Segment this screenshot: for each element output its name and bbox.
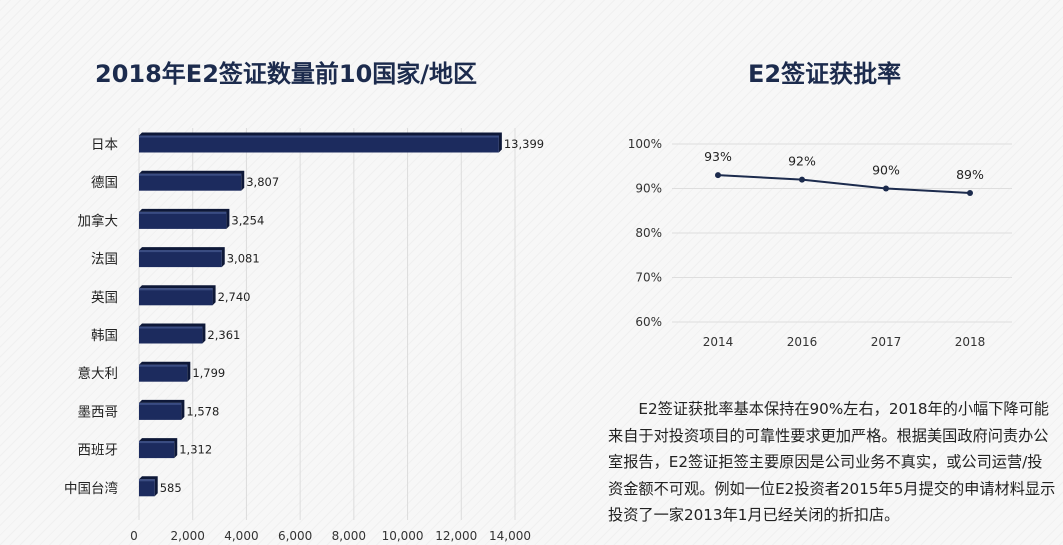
description-paragraph: E2签证获批率基本保持在90%左右，2018年的小幅下降可能来自于对投资项目的可…	[608, 400, 1056, 524]
bar-value-label: 1,578	[186, 404, 219, 418]
bar-depth	[139, 399, 185, 420]
line-point	[715, 172, 721, 179]
bar-highlight	[139, 288, 213, 291]
bar-value-label: 3,081	[227, 252, 260, 266]
category-label: 韩国	[91, 328, 118, 344]
category-label: 德国	[91, 175, 118, 191]
bar-highlight	[139, 135, 499, 138]
bar-depth	[139, 323, 206, 344]
bar-value-label: 585	[160, 481, 182, 495]
y-tick-label: 100%	[628, 137, 662, 151]
bar	[139, 211, 227, 229]
bar	[139, 288, 213, 306]
line-chart: 60% 70% 80% 90% 100% 2014 2016 2017 2018 93% 92%…	[628, 137, 1012, 349]
bar-chart-title: 2018年E2签证数量前10国家/地区	[95, 60, 478, 88]
bar	[139, 173, 242, 191]
bar-value-label: 3,254	[231, 213, 264, 227]
category-label: 法国	[91, 252, 118, 268]
bar	[139, 441, 175, 459]
category-label: 加拿大	[78, 212, 119, 229]
y-tick-label: 90%	[635, 182, 662, 196]
category-label: 意大利	[78, 365, 119, 382]
x-tick-label: 10,000	[382, 529, 424, 543]
bar-depth	[139, 170, 245, 191]
x-tick-label: 2017	[871, 335, 902, 349]
bar	[139, 326, 203, 344]
x-tick-label: 2,000	[171, 529, 205, 543]
bar	[139, 402, 182, 420]
line-series	[717, 174, 971, 194]
bar-depth	[139, 476, 158, 497]
bar	[139, 250, 222, 268]
line-point	[799, 176, 805, 183]
point-value-label: 89%	[956, 167, 984, 182]
bar-highlight	[139, 211, 227, 214]
bar-highlight	[139, 479, 155, 482]
bar-value-label: 1,312	[179, 443, 212, 457]
bar-highlight	[139, 402, 182, 405]
x-tick-label: 2016	[787, 335, 818, 349]
bar-highlight	[139, 250, 222, 253]
bar-value-label: 1,799	[192, 366, 225, 380]
category-label: 日本	[91, 137, 118, 153]
bar-depth	[139, 247, 225, 268]
bar-depth	[139, 438, 178, 459]
bar-value-label: 3,807	[246, 175, 279, 189]
description-text: E2签证获批率基本保持在90%左右，2018年的小幅下降可能来自于对投资项目的可…	[608, 396, 1056, 529]
y-tick-label: 60%	[635, 315, 662, 329]
bar-value-label: 13,399	[504, 137, 544, 151]
category-label: 墨西哥	[78, 404, 119, 420]
x-tick-label: 8,000	[332, 529, 366, 543]
bar	[139, 479, 155, 497]
point-value-label: 93%	[704, 149, 732, 164]
x-tick-label: 6,000	[278, 529, 312, 543]
x-tick-label: 14,000	[489, 529, 531, 543]
line-point	[967, 189, 973, 196]
category-label: 中国台湾	[64, 480, 118, 497]
bar-depth	[139, 361, 191, 382]
bar-chart: 0 2,000 4,000 6,000 8,000 10,000 12,000 14,000 …	[64, 128, 544, 543]
x-tick-label: 2014	[703, 335, 734, 349]
y-tick-label: 70%	[635, 271, 662, 285]
line-chart-title: E2签证获批率	[748, 60, 902, 88]
y-tick-label: 80%	[635, 226, 662, 240]
bar-value-label: 2,740	[218, 290, 251, 304]
x-tick-label: 0	[130, 529, 138, 543]
bar-highlight	[139, 364, 188, 367]
x-tick-label: 2018	[955, 335, 986, 349]
category-label: 西班牙	[78, 443, 119, 459]
bar-depth	[139, 132, 502, 153]
bar-depth	[139, 285, 216, 306]
point-value-label: 90%	[872, 163, 900, 178]
bar-highlight	[139, 173, 242, 176]
bar	[139, 364, 188, 382]
category-label: 英国	[91, 289, 118, 306]
x-tick-label: 12,000	[435, 529, 477, 543]
x-tick-label: 4,000	[224, 529, 258, 543]
point-value-label: 92%	[788, 154, 816, 169]
line-point	[883, 185, 889, 192]
bar-value-label: 2,361	[207, 328, 240, 342]
bar-depth	[139, 208, 230, 229]
bar-highlight	[139, 441, 175, 444]
bar	[139, 135, 499, 153]
bar-highlight	[139, 326, 203, 329]
